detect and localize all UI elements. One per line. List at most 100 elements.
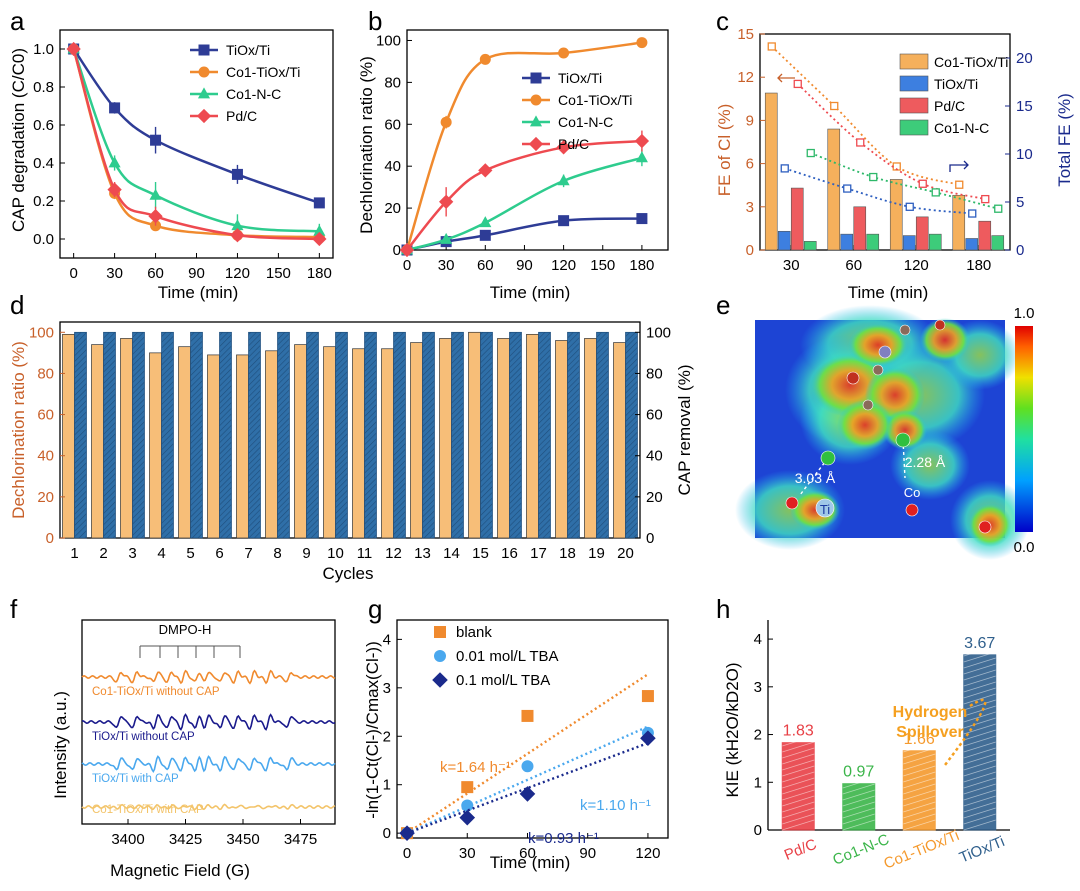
- panel-c-ytick-right-label: 10: [1016, 146, 1033, 163]
- panel-g-ytick-label: 4: [383, 631, 391, 648]
- panel-b-point: [557, 174, 570, 186]
- panel-b-xtick-label: 150: [590, 257, 615, 274]
- panel-d-bar-dechlorination: [468, 331, 481, 539]
- panel-h-bar-hatch: [963, 807, 996, 819]
- panel-h-value-label: 1.66: [904, 731, 935, 748]
- panel-c-ytick-label: 9: [746, 112, 754, 129]
- panel-f-xtick-label: 3450: [226, 831, 259, 848]
- panel-d-bar-cap-removal: [538, 331, 551, 539]
- panel-f-spectrum-label: TiOx/Ti without CAP: [92, 731, 195, 743]
- panel-c-legend-swatch: [899, 75, 929, 92]
- panel-c-ylabel: FE of Cl (%): [715, 104, 734, 197]
- panel-b-frame: [406, 29, 669, 251]
- panel-c-ytick-label: 3: [746, 199, 754, 216]
- panel-g-frame: [396, 619, 669, 839]
- panel-c-totalfe-point: [955, 180, 964, 189]
- panel-b-legend-label: Co1-N-C: [558, 114, 613, 130]
- panel-g-point: [521, 760, 534, 773]
- panel-g-fit-line: [406, 725, 649, 835]
- panel-b-point: [479, 229, 491, 241]
- panel-b-ytick-label: 0: [393, 242, 401, 259]
- panel-b-point: [558, 47, 570, 59]
- panel-g-point: [459, 809, 476, 826]
- panel-h-bar-hatch: [842, 789, 875, 801]
- panel-d-bar-cap-removal: [132, 331, 145, 539]
- panel-h-bar-hatch: [963, 759, 996, 771]
- panel-b-legend-label: Pd/C: [558, 136, 589, 152]
- panel-a-point: [148, 209, 163, 224]
- panel-c-bar: [827, 128, 841, 251]
- panel-h-ytick-label: 2: [754, 727, 762, 744]
- panel-d-bar-dechlorination: [120, 338, 133, 539]
- panel-d-bar-dechlorination: [62, 333, 75, 539]
- panel-d-xtick-label: 14: [443, 545, 460, 562]
- panel-h-bar-hatch: [842, 807, 875, 819]
- panel-d-xtick-label: 1: [70, 545, 78, 562]
- panel-a-point: [313, 197, 325, 209]
- panel-e-distance-co: 2.28 Å: [905, 454, 946, 470]
- panel-a-point: [109, 102, 121, 114]
- panel-a-legend-marker: [197, 87, 211, 99]
- panel-c-ytick-right-label: 5: [1016, 194, 1024, 211]
- panel-letter-c: c: [716, 6, 729, 36]
- panel-h-category-label: Co1-TiOx/Ti: [881, 827, 961, 873]
- panel-h-annotation: Hydrogen: [893, 704, 968, 721]
- panel-f-xtick-label: 3400: [111, 831, 144, 848]
- panel-letter-g: g: [368, 594, 382, 624]
- panel-d-ytick-right-label: 20: [646, 489, 663, 506]
- panel-b-point: [556, 140, 571, 155]
- panel-e-density-peak: [837, 400, 893, 450]
- panel-g-point: [461, 799, 474, 812]
- panel-d-bar-cap-removal: [248, 331, 261, 539]
- panel-a-point: [66, 41, 81, 57]
- panel-c-ytick-label: 0: [746, 242, 754, 259]
- panel-h-bar-hatch: [782, 795, 815, 807]
- panel-h-value-label: 0.97: [843, 764, 874, 781]
- panel-h-bar-hatch: [963, 651, 996, 663]
- panel-d-bar-cap-removal: [422, 331, 435, 539]
- panel-c-xtick-label: 180: [966, 257, 991, 274]
- panel-h-bar-hatch: [782, 741, 815, 753]
- panel-b-point: [634, 133, 650, 149]
- panel-f-xtick-label: 3425: [169, 831, 202, 848]
- panel-d-bar-dechlorination: [381, 348, 394, 539]
- panel-a-ylabel: CAP degradation (C/C0): [9, 48, 28, 232]
- panel-e-atom: [846, 371, 860, 385]
- panel-h-category-label: Pd/C: [782, 836, 819, 864]
- panel-c-totalfe-point: [994, 204, 1003, 213]
- panel-c-bar: [991, 235, 1005, 251]
- panel-d-xlabel: Cycles: [322, 564, 373, 583]
- panel-c-bar: [777, 230, 791, 251]
- panel-h-bar-hatch: [963, 795, 996, 807]
- panel-g-ytick-label: 1: [383, 777, 391, 794]
- panel-d-ytick-right-label: 60: [646, 407, 663, 424]
- panel-c-bar: [803, 241, 817, 251]
- panel-d-bar-dechlorination: [410, 342, 423, 539]
- panel-b-point: [478, 163, 493, 178]
- panel-d-bar-cap-removal: [306, 331, 319, 539]
- panel-c-legend-label: TiOx/Ti: [934, 76, 978, 92]
- panel-h-bar-hatch: [963, 783, 996, 795]
- panel-h-bar-hatch: [963, 693, 996, 705]
- panel-h-ytick-label: 4: [754, 631, 762, 648]
- panel-d-bar-cap-removal: [219, 331, 232, 539]
- panel-b-point: [636, 37, 648, 49]
- panel-e-distance-ti: 3.03 Å: [795, 470, 836, 486]
- panel-g-point: [641, 690, 654, 703]
- panel-d-xtick-label: 19: [588, 545, 605, 562]
- panel-a-legend-marker: [198, 66, 210, 78]
- panel-letter-a: a: [10, 6, 25, 36]
- panel-h-bar-hatch: [903, 801, 936, 813]
- panel-d-ytick-label: 80: [37, 365, 54, 382]
- panel-e-atom: [872, 364, 884, 376]
- panel-d-ylabel-right: CAP removal (%): [675, 365, 694, 496]
- panel-h-bar-hatch: [903, 783, 936, 795]
- panel-d-bar-cap-removal: [625, 331, 638, 539]
- panel-d-bar-dechlorination: [91, 344, 104, 539]
- panel-c-bar: [915, 216, 929, 251]
- panel-d-bar-dechlorination: [613, 342, 626, 539]
- panel-c-totalfe-point: [793, 79, 802, 89]
- panel-c-legend-label: Pd/C: [934, 98, 965, 114]
- panel-d-bar-cap-removal: [393, 331, 406, 539]
